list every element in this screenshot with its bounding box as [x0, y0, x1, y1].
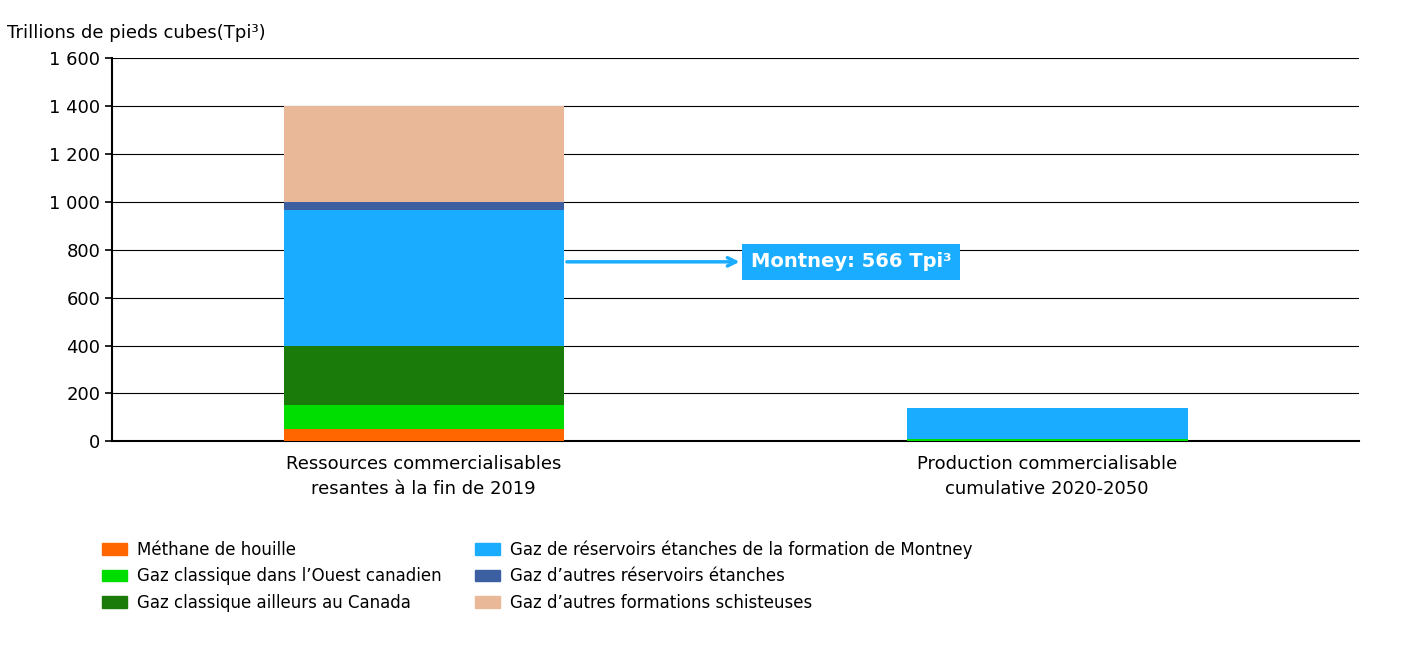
- Text: Montney: 566 Tpi³: Montney: 566 Tpi³: [567, 252, 951, 271]
- Bar: [283, 106, 565, 202]
- Bar: [906, 408, 1188, 439]
- Bar: [283, 430, 565, 441]
- Bar: [906, 439, 1188, 441]
- Text: Trillions de pieds cubes(Tpi³): Trillions de pieds cubes(Tpi³): [7, 24, 266, 42]
- Bar: [283, 406, 565, 430]
- Bar: [283, 345, 565, 406]
- Bar: [283, 210, 565, 345]
- Bar: [283, 202, 565, 210]
- Legend: Méthane de houille, Gaz classique dans l’Ouest canadien, Gaz classique ailleurs : Méthane de houille, Gaz classique dans l…: [95, 534, 979, 618]
